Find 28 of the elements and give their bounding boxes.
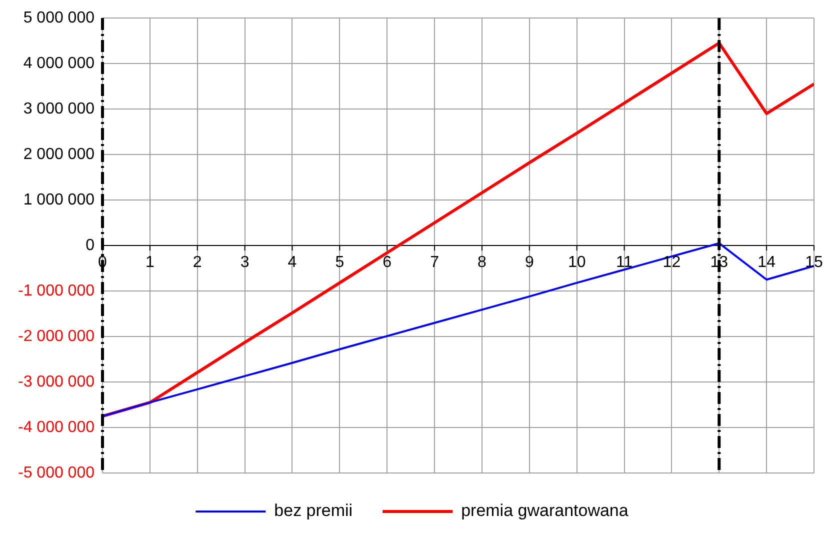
- x-tick-label: 11: [616, 254, 633, 271]
- x-tick-label: 7: [430, 254, 440, 271]
- y-tick-label: -1 000 000: [18, 282, 95, 300]
- x-tick-label: 9: [524, 254, 534, 271]
- y-tick-label: 1 000 000: [23, 191, 95, 208]
- y-tick-label: 4 000 000: [23, 54, 95, 72]
- x-tick-label: 14: [758, 254, 776, 271]
- x-tick-label: 15: [805, 254, 823, 271]
- y-tick-label: -4 000 000: [18, 418, 95, 436]
- y-tick-label: -2 000 000: [18, 328, 95, 345]
- y-tick-label: 3 000 000: [23, 100, 95, 118]
- x-tick-label: 3: [240, 254, 250, 271]
- x-tick-label: 1: [145, 254, 154, 271]
- x-tick-label: 13: [710, 254, 728, 271]
- y-tick-label: 5 000 000: [23, 9, 95, 26]
- y-tick-label: 0: [86, 236, 95, 254]
- x-tick-label: 12: [662, 254, 681, 271]
- x-tick-label: 4: [288, 254, 297, 271]
- legend-label: premia gwarantowana: [461, 501, 629, 520]
- x-tick-label: 10: [568, 254, 586, 271]
- x-tick-label: 5: [335, 254, 344, 271]
- x-tick-label: 8: [478, 254, 487, 271]
- x-tick-label: 2: [192, 254, 202, 271]
- y-tick-label: -5 000 000: [18, 464, 95, 482]
- x-tick-label: 6: [382, 254, 392, 271]
- y-tick-label: -3 000 000: [18, 373, 95, 390]
- legend-label: bez premii: [274, 501, 353, 520]
- y-tick-label: 2 000 000: [23, 146, 95, 163]
